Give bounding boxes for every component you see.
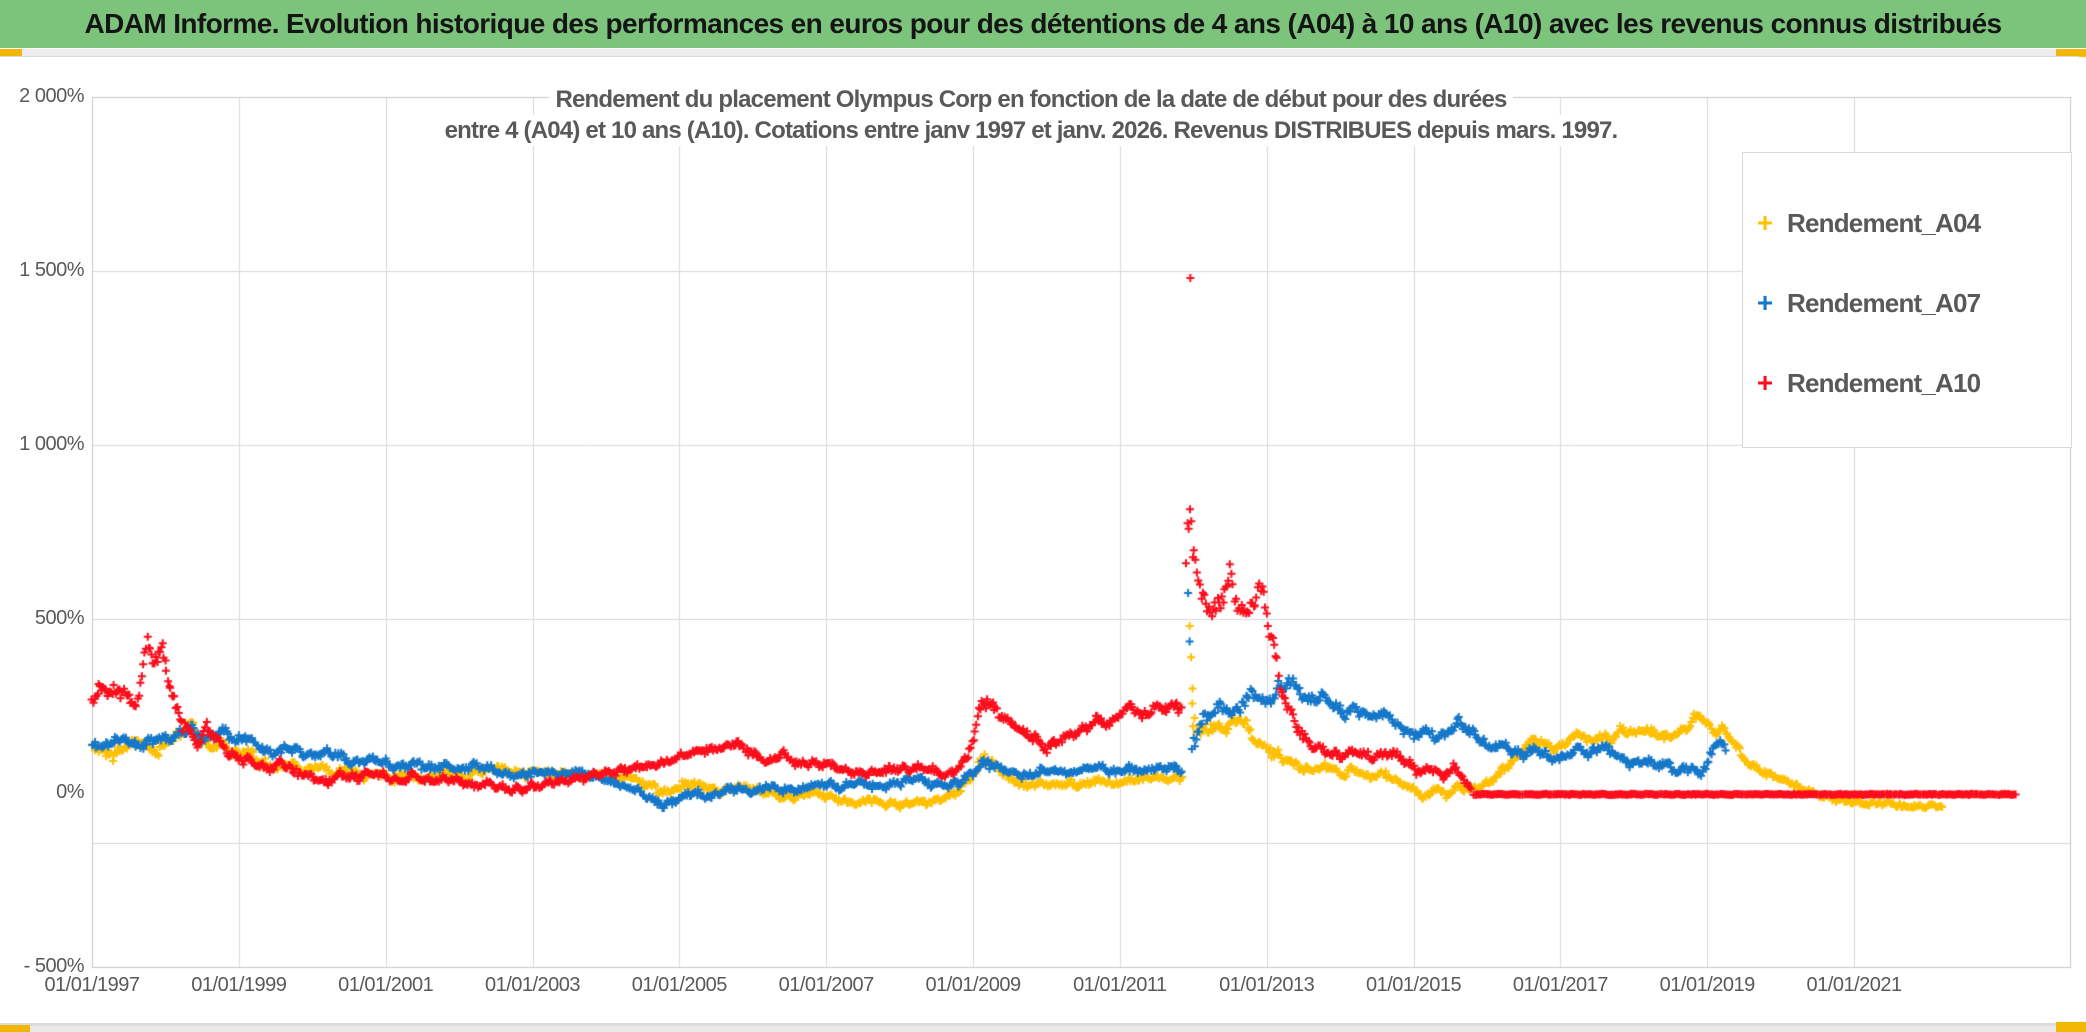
x-tick-label: 01/01/2015 — [1365, 974, 1462, 996]
y-tick-label: 500% — [34, 607, 85, 629]
x-tick-label: 01/01/2019 — [1659, 974, 1756, 996]
x-tick-label: 01/01/2005 — [631, 974, 728, 996]
y-tick-label: 1 000% — [19, 433, 84, 455]
y-tick-label: 0% — [56, 781, 84, 803]
y-tick-label: - 500% — [23, 955, 85, 977]
legend-item: + Rendement_A04 — [1743, 203, 2071, 243]
x-tick-label: 01/01/1999 — [191, 974, 287, 996]
legend-item: + Rendement_A07 — [1743, 283, 2071, 323]
x-tick-label: 01/01/2013 — [1219, 974, 1315, 996]
x-tick-label: 01/01/2021 — [1806, 974, 1903, 996]
legend-label: Rendement_A04 — [1787, 207, 1981, 238]
legend-marker-icon: + — [1756, 207, 1774, 238]
legend-label: Rendement_A10 — [1787, 367, 1981, 398]
legend: + Rendement_A04 + Rendement_A07 + Rendement_A… — [1742, 152, 2072, 448]
y-tick-label: 1 500% — [19, 259, 84, 281]
frame-bottom-strip — [0, 1026, 2086, 1032]
x-tick-label: 01/01/2003 — [484, 974, 581, 996]
legend-marker-icon: + — [1756, 367, 1774, 398]
y-tick-label: 2 000% — [19, 85, 84, 107]
x-tick-label: 01/01/2011 — [1073, 974, 1167, 996]
frame-corner-bottom-right — [2056, 1022, 2086, 1032]
frame-bottom-shadow — [0, 1023, 2086, 1026]
x-tick-label: 01/01/2007 — [778, 974, 875, 996]
x-tick-label: 01/01/2001 — [338, 974, 434, 996]
legend-marker-icon: + — [1756, 287, 1774, 318]
legend-item: + Rendement_A10 — [1743, 363, 2071, 403]
x-tick-label: 01/01/2017 — [1512, 974, 1609, 996]
frame-corner-bottom-left — [0, 1025, 30, 1032]
legend-label: Rendement_A07 — [1787, 287, 1981, 318]
x-tick-label: 01/01/2009 — [925, 974, 1021, 996]
x-tick-label: 01/01/1997 — [44, 974, 140, 996]
